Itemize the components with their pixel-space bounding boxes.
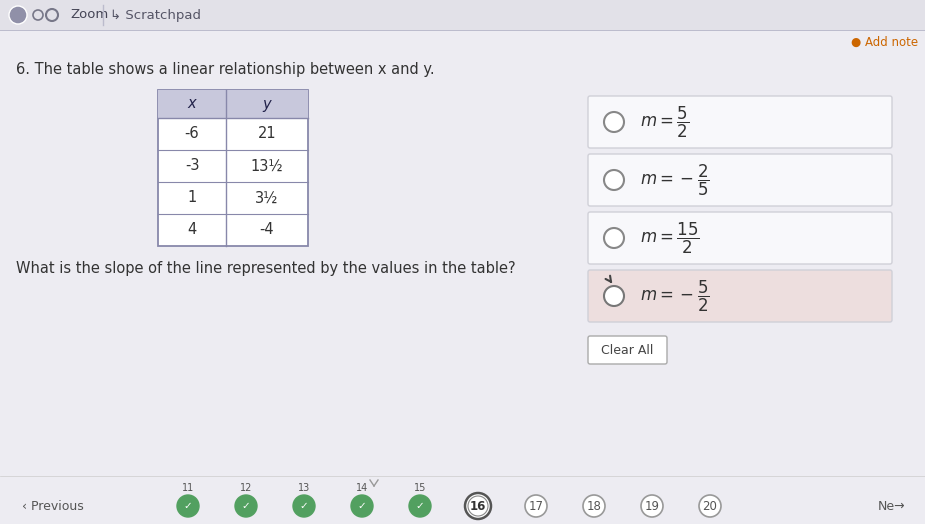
Text: What is the slope of the line represented by the values in the table?: What is the slope of the line represente…: [16, 261, 515, 276]
Text: 3½: 3½: [255, 191, 278, 205]
FancyBboxPatch shape: [588, 270, 892, 322]
Text: 19: 19: [645, 499, 660, 512]
Circle shape: [604, 170, 624, 190]
Text: ● Add note: ● Add note: [851, 36, 918, 49]
Text: 13½: 13½: [251, 158, 283, 173]
Text: 17: 17: [528, 499, 544, 512]
Text: 4: 4: [188, 223, 197, 237]
Circle shape: [468, 496, 488, 516]
Text: Clear All: Clear All: [601, 344, 654, 356]
Circle shape: [604, 228, 624, 248]
Text: ✓: ✓: [184, 501, 192, 511]
Circle shape: [525, 495, 547, 517]
Text: 16: 16: [470, 499, 487, 512]
Text: 11: 11: [182, 483, 194, 493]
Text: ✓: ✓: [358, 501, 366, 511]
Circle shape: [235, 495, 257, 517]
Text: -6: -6: [185, 126, 199, 141]
Circle shape: [409, 495, 431, 517]
FancyBboxPatch shape: [158, 90, 308, 118]
Circle shape: [641, 495, 663, 517]
Circle shape: [465, 493, 491, 519]
Text: 12: 12: [240, 483, 253, 493]
Circle shape: [583, 495, 605, 517]
Text: $m = \dfrac{5}{2}$: $m = \dfrac{5}{2}$: [640, 104, 689, 139]
Circle shape: [604, 112, 624, 132]
Text: -3: -3: [185, 158, 199, 173]
Text: 21: 21: [258, 126, 277, 141]
Circle shape: [177, 495, 199, 517]
Text: 20: 20: [703, 499, 718, 512]
Text: $m = \dfrac{15}{2}$: $m = \dfrac{15}{2}$: [640, 221, 699, 256]
Text: ✓: ✓: [415, 501, 425, 511]
Text: ✓: ✓: [300, 501, 308, 511]
Text: Zoom: Zoom: [70, 8, 108, 21]
Text: ‹ Previous: ‹ Previous: [22, 499, 84, 512]
FancyBboxPatch shape: [588, 96, 892, 148]
Circle shape: [293, 495, 315, 517]
FancyBboxPatch shape: [588, 212, 892, 264]
Text: 13: 13: [298, 483, 310, 493]
FancyBboxPatch shape: [0, 0, 925, 30]
Text: ↳ Scratchpad: ↳ Scratchpad: [110, 8, 201, 21]
Text: 18: 18: [586, 499, 601, 512]
Text: 14: 14: [356, 483, 368, 493]
Text: 1: 1: [188, 191, 197, 205]
Circle shape: [351, 495, 373, 517]
FancyBboxPatch shape: [158, 90, 308, 246]
Text: 6. The table shows a linear relationship between x and y.: 6. The table shows a linear relationship…: [16, 62, 435, 77]
Text: $m = -\dfrac{5}{2}$: $m = -\dfrac{5}{2}$: [640, 278, 709, 313]
Text: -4: -4: [260, 223, 275, 237]
FancyBboxPatch shape: [588, 154, 892, 206]
FancyBboxPatch shape: [588, 336, 667, 364]
Text: Ne→: Ne→: [878, 499, 905, 512]
Text: y: y: [263, 96, 271, 112]
Circle shape: [604, 286, 624, 306]
Circle shape: [699, 495, 721, 517]
Text: $m = -\dfrac{2}{5}$: $m = -\dfrac{2}{5}$: [640, 162, 709, 198]
Text: 15: 15: [413, 483, 426, 493]
Text: ✓: ✓: [241, 501, 251, 511]
Text: x: x: [188, 96, 196, 112]
Circle shape: [9, 6, 27, 24]
